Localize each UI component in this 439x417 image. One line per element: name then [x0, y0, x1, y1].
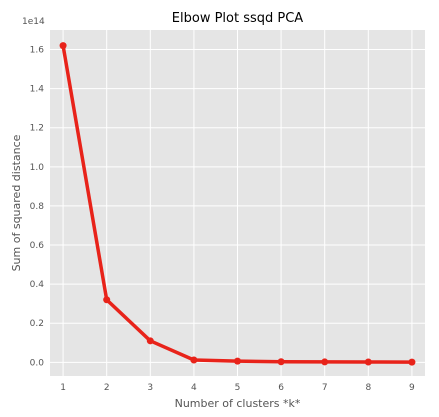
x-tick-label: 8: [365, 383, 371, 393]
data-point: [321, 358, 329, 366]
y-offset-label: 1e14: [22, 17, 45, 27]
y-tick-label: 0.8: [30, 202, 45, 212]
x-tick-labels: 1 2 3 4 5 6 7 8 9: [60, 383, 415, 393]
x-axis-label: Number of clusters *k*: [175, 397, 301, 410]
x-tick-label: 2: [104, 383, 110, 393]
x-tick-label: 4: [191, 383, 197, 393]
data-point: [103, 296, 111, 304]
y-tick-label: 0.6: [30, 241, 45, 251]
x-tick-label: 7: [322, 383, 328, 393]
x-tick-label: 9: [409, 383, 415, 393]
x-tick-label: 5: [235, 383, 241, 393]
data-point: [234, 357, 241, 365]
series-layer: [59, 42, 416, 366]
x-tick-label: 6: [278, 383, 284, 393]
y-tick-label: 0.0: [30, 358, 45, 368]
y-tick-label: 1.4: [30, 85, 45, 95]
y-tick-labels: 0.0 0.2 0.4 0.6 0.8 1.0 1.2 1.4 1.6: [30, 46, 45, 369]
y-tick-label: 1.0: [30, 163, 45, 173]
data-point: [190, 356, 198, 364]
data-point: [59, 42, 67, 50]
y-axis-label: Sum of squared distance: [10, 134, 23, 271]
data-point: [146, 337, 154, 345]
x-tick-label: 1: [60, 383, 66, 393]
chart-title: Elbow Plot ssqd PCA: [172, 11, 304, 26]
y-tick-label: 1.6: [30, 46, 45, 56]
data-point: [277, 358, 285, 366]
y-tick-label: 0.4: [30, 280, 45, 290]
grid-lines: [50, 30, 425, 376]
data-point: [408, 358, 416, 366]
y-tick-label: 1.2: [30, 124, 44, 134]
data-point: [364, 358, 372, 366]
x-tick-label: 3: [147, 383, 153, 393]
y-tick-label: 0.2: [30, 319, 44, 329]
